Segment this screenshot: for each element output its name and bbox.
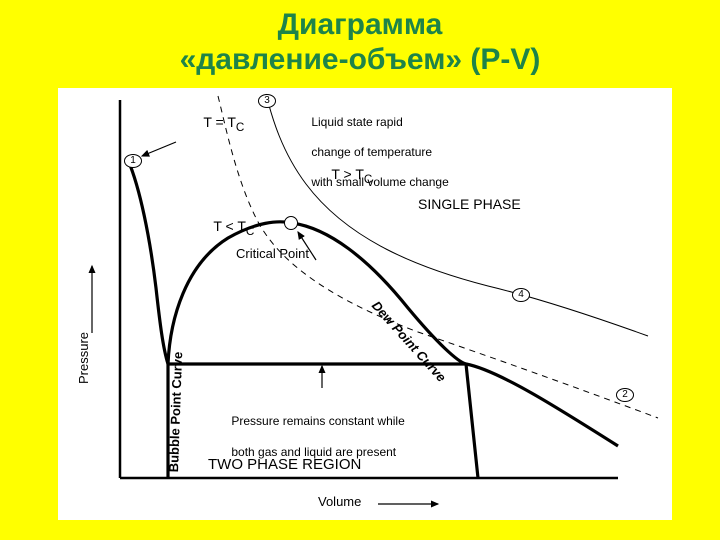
y-axis-label: Pressure [76,332,91,384]
x-axis-label: Volume [318,494,361,509]
page-title: Диаграмма «давление-объем» (P-V) [0,0,720,77]
critical-point-marker [284,216,298,230]
title-line1: Диаграмма [278,8,443,41]
label-critical-point: Critical Point [236,246,309,261]
pv-diagram-panel: 1 2 3 4 T = TC T < TC T > TC SINGLE PHAS… [58,88,672,520]
node-2: 2 [616,388,634,402]
node-1: 1 [124,154,142,168]
title-line2: «давление-объем» (P-V) [180,43,541,76]
node-3: 3 [258,94,276,108]
label-plateau-note: Pressure remains constant while both gas… [218,398,405,476]
arrow-to-node-1 [142,142,176,156]
label-t-eq-tc: T = TC [188,98,244,150]
node-4: 4 [512,288,530,302]
label-liquid-note: Liquid state rapid change of temperature… [298,100,449,205]
